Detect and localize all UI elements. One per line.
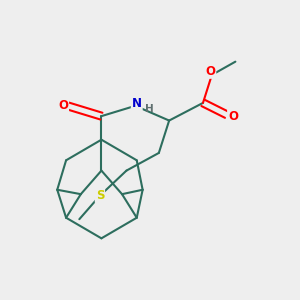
Text: O: O	[58, 99, 68, 112]
Text: N: N	[132, 97, 142, 110]
Text: H: H	[145, 104, 154, 114]
Text: S: S	[96, 189, 104, 202]
Text: O: O	[206, 65, 215, 78]
Text: O: O	[228, 110, 238, 123]
